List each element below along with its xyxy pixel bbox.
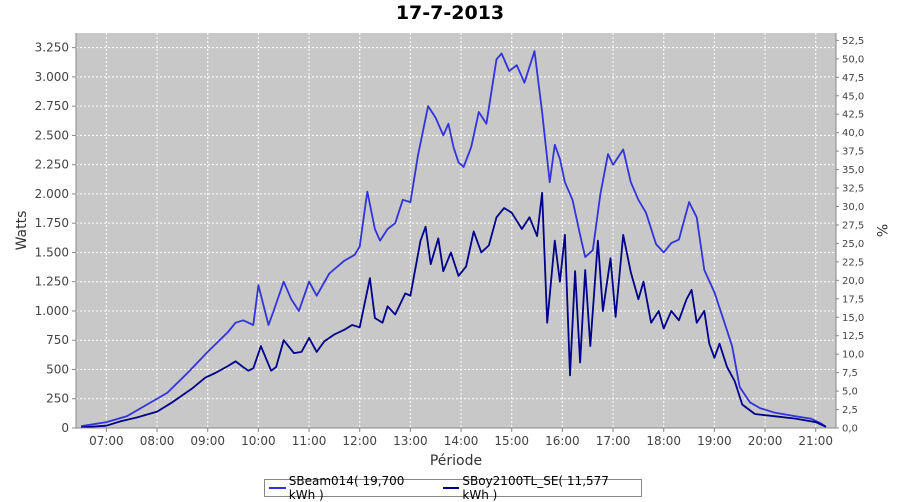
- y-tick-label: 1.000: [35, 304, 69, 318]
- y2-tick-label: 20,0: [842, 276, 864, 287]
- legend-swatch-sboy2100tl: [442, 487, 460, 489]
- y2-tick-label: 7,5: [842, 368, 858, 379]
- y-tick-label: 2.500: [35, 128, 69, 142]
- line-chart: 0 250 500 750 1.000 1.250 1.500 1.750 2.000 2.250…: [14, 33, 889, 469]
- x-tick-label: 15:00: [494, 434, 529, 448]
- y2-tick-label: 45,0: [842, 91, 864, 102]
- x-tick-label: 11:00: [292, 434, 327, 448]
- x-tick-label: 19:00: [697, 434, 732, 448]
- y2-tick-label: 12,5: [842, 331, 864, 342]
- y2-tick-label: 50,0: [842, 54, 864, 65]
- y2-tick-label: 37,5: [842, 147, 864, 158]
- y2-tick-label: 52,5: [842, 36, 864, 47]
- y-tick-label: 2.000: [35, 187, 69, 201]
- x-tick-label: 10:00: [241, 434, 276, 448]
- y-tick-label: 750: [46, 333, 69, 347]
- y-tick-label: 1.500: [35, 245, 69, 259]
- legend: SBeam014( 19,700 kWh ) SBoy2100TL_SE( 11…: [264, 474, 642, 502]
- y2-tick-label: 30,0: [842, 202, 864, 213]
- x-tick-label: 09:00: [190, 434, 225, 448]
- chart-title: 17-7-2013: [395, 2, 505, 24]
- y2-tick-label: 2,5: [842, 405, 858, 416]
- series-line-1: [81, 191, 827, 429]
- y2-tick-label: 17,5: [842, 294, 864, 305]
- y-tick-label: 250: [46, 392, 69, 406]
- y2-tick-label: 15,0: [842, 313, 864, 324]
- x-tick-label: 08:00: [140, 434, 175, 448]
- y2-tick-label: 5,0: [842, 387, 858, 398]
- y-tick-label: 3.000: [35, 70, 69, 84]
- y-tick-label: 2.250: [35, 158, 69, 172]
- y2-tick-label: 22,5: [842, 257, 864, 268]
- y-tick-label: 3.250: [35, 41, 69, 55]
- x-tick-label: 16:00: [545, 434, 580, 448]
- y2-tick-label: 10,0: [842, 350, 864, 361]
- y2-tick-label: 0,0: [842, 424, 858, 435]
- y2-tick-label: 47,5: [842, 73, 864, 84]
- x-tick-label: 17:00: [596, 434, 631, 448]
- y2-tick-label: 35,0: [842, 165, 864, 176]
- legend-label-sbeam014: SBeam014( 19,700 kWh ): [288, 474, 405, 502]
- plot-area: [76, 33, 836, 428]
- legend-label-sboy2100tl: SBoy2100TL_SE( 11,577 kWh ): [462, 474, 609, 502]
- y2-tick-label: 27,5: [842, 220, 864, 231]
- x-tick-label: 18:00: [646, 434, 681, 448]
- y-tick-label: 1.250: [35, 275, 69, 289]
- x-tick-label: 14:00: [444, 434, 479, 448]
- y2-tick-label: 25,0: [842, 239, 864, 250]
- x-tick-label: 12:00: [342, 434, 377, 448]
- x-tick-label: 21:00: [798, 434, 833, 448]
- x-tick-label: 20:00: [748, 434, 783, 448]
- y2-tick-label: 42,5: [842, 110, 864, 121]
- y2-tick-label: 40,0: [842, 128, 864, 139]
- legend-item-sbeam014: SBeam014( 19,700 kWh ): [269, 474, 433, 502]
- y2-tick-label: 32,5: [842, 184, 864, 195]
- y2-axis-label: %: [873, 224, 889, 237]
- x-axis-label: Période: [430, 453, 482, 469]
- y-tick-label: 1.750: [35, 216, 69, 230]
- series-line-0: [80, 50, 827, 428]
- y-tick-label: 500: [46, 362, 69, 376]
- y-axis-label: Watts: [14, 211, 30, 251]
- y-tick-label: 2.750: [35, 99, 69, 113]
- x-tick-label: 07:00: [89, 434, 124, 448]
- legend-swatch-sbeam014: [269, 487, 286, 489]
- x-tick-label: 13:00: [393, 434, 428, 448]
- y-tick-label: 0: [61, 421, 69, 435]
- legend-item-sboy2100tl: SBoy2100TL_SE( 11,577 kWh ): [442, 474, 635, 502]
